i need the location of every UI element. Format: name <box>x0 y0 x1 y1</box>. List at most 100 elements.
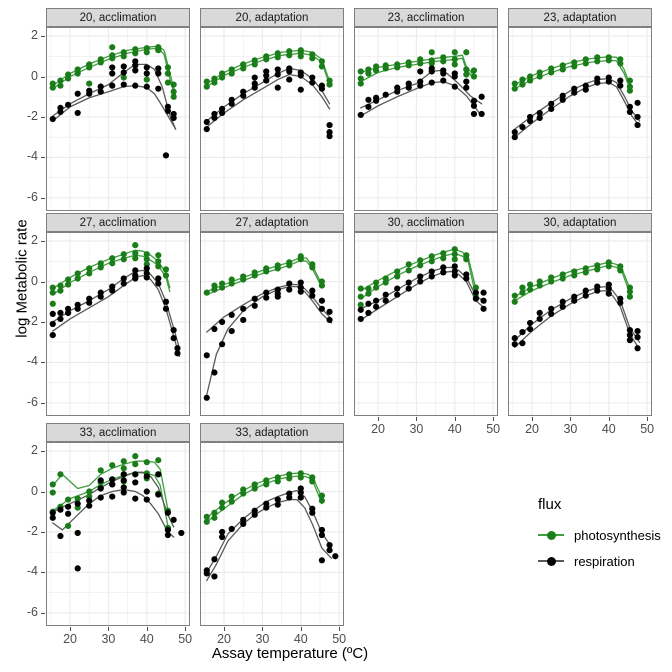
y-axis-tick-label: -6 <box>26 394 38 409</box>
facet-strip-label: 33, acclimation <box>46 423 190 442</box>
y-axis-tick-mark <box>41 531 45 533</box>
x-axis-title: Assay temperature (ºC) <box>211 645 369 662</box>
x-axis-tick-mark <box>224 627 226 631</box>
y-axis-tick-mark <box>41 321 45 323</box>
x-axis-tick-label: 40 <box>293 632 308 646</box>
facet-strip-label: 27, acclimation <box>46 213 190 232</box>
x-axis-tick-mark <box>378 417 380 421</box>
x-axis-tick-label: 40 <box>601 422 616 436</box>
x-axis-tick-mark <box>416 417 418 421</box>
y-axis-tick-label: 2 <box>31 28 38 43</box>
x-axis-tick-mark <box>339 627 341 631</box>
legend-item[interactable]: photosynthesis <box>538 524 661 546</box>
plot-area <box>46 27 190 211</box>
y-axis-tick-mark <box>41 402 45 404</box>
y-axis-tick-label: -4 <box>26 149 38 164</box>
facet-panel: 33, acclimation <box>46 423 190 626</box>
plot-area <box>354 27 498 211</box>
y-axis-tick-mark <box>41 116 45 118</box>
x-axis-tick-label: 50 <box>486 422 501 436</box>
facet-strip-label: 30, acclimation <box>354 213 498 232</box>
y-axis-tick-mark <box>41 362 45 364</box>
x-axis-tick-mark <box>454 417 456 421</box>
legend-key-icon <box>538 526 564 544</box>
y-axis-tick-mark <box>41 491 45 493</box>
x-axis-tick-label: 50 <box>640 422 655 436</box>
legend-item[interactable]: respiration <box>538 550 661 572</box>
facet-panel: 30, acclimation <box>354 213 498 416</box>
y-axis-tick-label: 0 <box>31 68 38 83</box>
plot-area <box>508 27 652 211</box>
x-axis-tick-mark <box>608 417 610 421</box>
y-axis-tick-label: -2 <box>26 313 38 328</box>
y-axis-tick-label: -6 <box>26 189 38 204</box>
x-axis-tick-label: 50 <box>332 632 347 646</box>
x-axis-tick-label: 20 <box>525 422 539 436</box>
y-axis-tick-label: 2 <box>31 233 38 248</box>
x-axis-tick-label: 50 <box>178 632 193 646</box>
facet-strip-label: 33, adaptation <box>200 423 344 442</box>
y-axis-tick-label: 2 <box>31 443 38 458</box>
y-axis-tick-mark <box>41 241 45 243</box>
legend: flux photosynthesis respiration <box>538 496 661 576</box>
x-axis-tick-mark <box>185 627 187 631</box>
legend-title: flux <box>538 496 562 513</box>
facet-panel: 30, adaptation <box>508 213 652 416</box>
y-axis-tick-mark <box>41 281 45 283</box>
x-axis-tick-mark <box>647 417 649 421</box>
y-axis-tick-mark <box>41 451 45 453</box>
x-axis-tick-mark <box>262 627 264 631</box>
x-axis-tick-mark <box>532 417 534 421</box>
x-axis-tick-label: 30 <box>409 422 424 436</box>
x-axis-tick-label: 20 <box>63 632 77 646</box>
plot-area <box>354 232 498 416</box>
x-axis-tick-label: 20 <box>217 632 231 646</box>
x-axis-tick-label: 30 <box>563 422 578 436</box>
facet-strip-label: 27, adaptation <box>200 213 344 232</box>
plot-area <box>46 232 190 416</box>
x-axis-tick-mark <box>570 417 572 421</box>
y-axis-tick-mark <box>41 76 45 78</box>
y-axis-tick-mark <box>41 157 45 159</box>
facet-panel: 20, adaptation <box>200 8 344 211</box>
legend-item-label: respiration <box>574 553 635 569</box>
x-axis-tick-mark <box>108 627 110 631</box>
plot-area <box>46 442 190 626</box>
y-axis-tick-label: -4 <box>26 354 38 369</box>
x-axis-tick-mark <box>146 627 148 631</box>
plot-area <box>200 442 344 626</box>
legend-key-icon <box>538 552 564 570</box>
x-axis-tick-label: 40 <box>139 632 154 646</box>
facet-strip-label: 23, adaptation <box>508 8 652 27</box>
y-axis-tick-label: 0 <box>31 483 38 498</box>
facet-strip-label: 20, adaptation <box>200 8 344 27</box>
x-axis-tick-label: 40 <box>447 422 462 436</box>
facet-panel: 33, adaptation <box>200 423 344 626</box>
facet-strip-label: 20, acclimation <box>46 8 190 27</box>
x-axis-tick-mark <box>70 627 72 631</box>
y-axis-tick-mark <box>41 197 45 199</box>
facet-panel: 20, acclimation <box>46 8 190 211</box>
legend-items: photosynthesis respiration <box>538 524 661 572</box>
y-axis-tick-mark <box>41 612 45 614</box>
x-axis-tick-label: 30 <box>101 632 116 646</box>
x-axis-tick-label: 20 <box>371 422 385 436</box>
facet-panel: 27, acclimation <box>46 213 190 416</box>
facet-strip-label: 30, adaptation <box>508 213 652 232</box>
x-axis-tick-label: 30 <box>255 632 270 646</box>
facet-panel: 27, adaptation <box>200 213 344 416</box>
facet-panel: 23, acclimation <box>354 8 498 211</box>
y-axis-tick-label: -2 <box>26 108 38 123</box>
legend-item-label: photosynthesis <box>574 527 661 543</box>
y-axis-tick-label: -2 <box>26 523 38 538</box>
y-axis-tick-mark <box>41 572 45 574</box>
facet-strip-label: 23, acclimation <box>354 8 498 27</box>
y-axis-tick-label: -6 <box>26 604 38 619</box>
plot-area <box>508 232 652 416</box>
y-axis-tick-label: -4 <box>26 564 38 579</box>
y-axis-tick-mark <box>41 36 45 38</box>
plot-area <box>200 27 344 211</box>
x-axis-tick-mark <box>493 417 495 421</box>
facet-panel: 23, adaptation <box>508 8 652 211</box>
